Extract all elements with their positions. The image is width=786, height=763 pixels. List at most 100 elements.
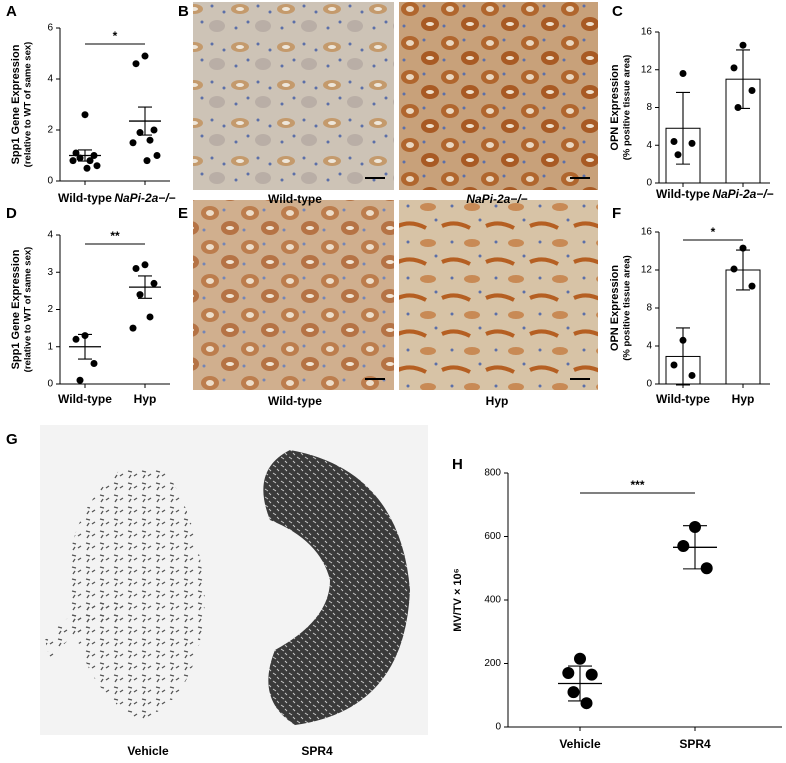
data-point [734,104,742,111]
data-point [730,265,738,273]
y-tick-label: 16 [641,27,653,38]
data-point [739,41,747,49]
data-point [132,60,140,68]
panel-letter: B [178,3,189,20]
y-axis-label: MV/TV × 10⁶ [452,568,464,631]
data-point [748,87,756,95]
micrograph [193,2,394,190]
data-point [739,244,747,252]
panel-letter: D [6,205,17,222]
y-tick-label: 3 [47,267,53,278]
data-point [679,70,687,78]
data-point [86,157,94,165]
data-point [689,520,701,533]
y-axis-label: (% positive tissue area) [622,55,633,161]
data-point [574,652,586,665]
data-point [146,136,154,144]
y-tick-label: 600 [484,531,501,542]
y-tick-label: 1 [47,341,53,352]
x-tick-label: Wild-type [656,392,710,406]
y-tick-label: 800 [484,468,501,479]
y-tick-label: 200 [484,658,501,669]
y-tick-label: 4 [646,140,652,151]
y-tick-label: 0 [47,176,53,187]
significance-label: ** [110,229,120,243]
micro-ct-spr4 [263,450,410,725]
data-point [136,291,144,299]
image-label: Wild-type [268,394,322,408]
labels: A B C D E F G H Wild-type NaPi-2a−/− Wil… [6,3,623,758]
data-point [700,562,713,575]
panel-letter: C [612,3,623,20]
data-point [150,126,158,134]
panel-letter: H [452,456,463,473]
x-tick-label: Wild-type [656,187,710,201]
y-axis-label: Spp1 Gene Expression [10,44,22,164]
data-point [141,52,149,60]
data-point [677,540,690,553]
data-point [748,282,756,290]
data-point [81,111,89,119]
data-point [83,164,91,172]
x-tick-label: SPR4 [679,737,711,751]
data-point [143,157,151,165]
data-point [674,151,682,159]
micro-ct-vehicle [45,598,125,660]
panel-letter: E [178,205,188,222]
y-tick-label: 4 [646,341,652,352]
data-point [688,371,696,379]
data-point [132,265,140,273]
data-point [90,360,98,368]
data-point [72,335,80,343]
data-point [146,313,154,321]
image-label: SPR4 [301,744,333,758]
data-point [730,64,738,72]
data-point [90,152,98,159]
x-tick-label: Hyp [732,392,755,406]
y-tick-label: 400 [484,595,501,606]
micro-ct-vehicle [68,470,205,720]
significance-label: *** [630,478,644,492]
error-bar [676,91,690,165]
panel-letter: A [6,3,17,20]
image-label: NaPi-2a−/− [466,192,527,206]
x-tick-label: Wild-type [58,191,112,205]
y-tick-label: 12 [641,265,653,276]
data-point [567,686,580,699]
data-point [670,137,678,145]
data-point [153,152,161,159]
x-tick-label: Hyp [134,392,157,406]
y-axis-label: (relative to WT of same sex) [23,42,34,168]
data-point [670,361,678,369]
data-point [93,162,101,170]
image-label: Wild-type [268,192,322,206]
y-tick-label: 2 [47,304,53,315]
y-tick-label: 4 [47,230,53,241]
x-tick-label: Vehicle [559,737,601,751]
y-tick-label: 0 [646,379,652,390]
significance-label: * [113,29,118,43]
data-point [76,376,84,384]
x-tick-label: NaPi-2a−/− [712,187,773,201]
data-point [129,324,137,332]
y-tick-label: 0 [646,178,652,189]
y-tick-label: 0 [47,379,53,390]
micrograph [193,200,394,390]
y-tick-label: 0 [495,722,501,733]
y-tick-label: 2 [47,125,53,136]
data-point [141,261,149,269]
data-point [688,139,696,147]
x-tick-label: Wild-type [58,392,112,406]
significance-label: * [711,225,716,239]
panel-letter: F [612,205,621,222]
data-point [580,697,593,710]
y-axis-label: OPN Expression [609,64,621,150]
y-axis-label: (relative to WT of same sex) [23,247,34,373]
y-tick-label: 8 [646,303,652,314]
data-point [136,129,144,137]
y-axis-label: OPN Expression [609,265,621,351]
image-label: Hyp [486,394,509,408]
data-point [562,667,575,680]
image-label: Vehicle [127,744,169,758]
